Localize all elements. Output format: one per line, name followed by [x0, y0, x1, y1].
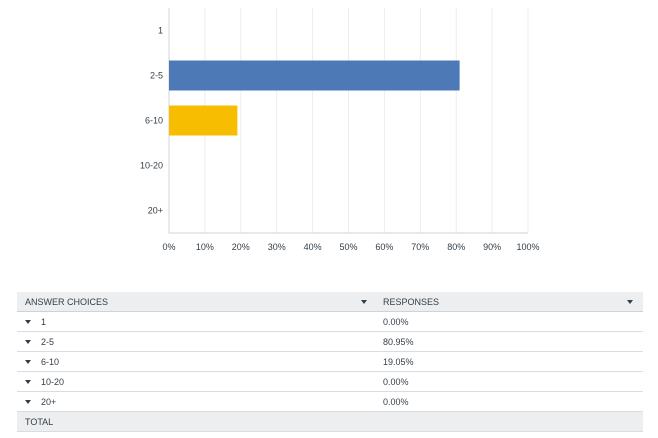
answer-choice-label: 2-5 — [41, 336, 55, 347]
expand-caret-icon[interactable] — [25, 400, 31, 405]
x-tick-label: 90% — [483, 242, 501, 252]
total-count: 21 — [641, 411, 643, 432]
y-tick-label: 10-20 — [140, 161, 163, 171]
y-tick-label: 2-5 — [150, 71, 163, 81]
chart-y-labels: 1 2-5 6-10 10-20 20+ — [140, 26, 163, 216]
answer-choice-label: 6-10 — [41, 356, 60, 367]
response-percent: 19.05% — [375, 351, 641, 372]
total-empty-cell — [375, 411, 641, 432]
answer-choice-cell: 10-20 — [17, 371, 375, 392]
x-tick-label: 30% — [268, 242, 286, 252]
answer-choice-label: 20+ — [41, 396, 57, 407]
answer-choice-cell: 6-10 — [17, 351, 375, 372]
answer-choices-header[interactable]: ANSWER CHOICES — [17, 292, 375, 312]
response-count: 17 — [641, 331, 643, 352]
response-count: 4 — [641, 351, 643, 372]
total-row: TOTAL 21 — [17, 411, 643, 432]
table-row: 6-10 19.05%4 — [17, 351, 643, 372]
x-tick-label: 100% — [516, 242, 539, 252]
count-header — [641, 292, 643, 312]
responses-table: ANSWER CHOICES RESPONSES 10.00%02-580.95… — [17, 292, 643, 432]
x-tick-label: 40% — [304, 242, 322, 252]
x-tick-label: 0% — [162, 242, 175, 252]
response-count: 0 — [641, 371, 643, 392]
x-tick-label: 80% — [447, 242, 465, 252]
response-count: 0 — [641, 311, 643, 332]
responses-header[interactable]: RESPONSES — [375, 292, 641, 312]
chart-grid — [168, 8, 529, 234]
x-tick-label: 10% — [196, 242, 214, 252]
x-tick-label: 60% — [375, 242, 393, 252]
expand-caret-icon[interactable] — [25, 340, 31, 345]
answer-choice-cell: 20+ — [17, 391, 375, 412]
response-percent: 0.00% — [375, 371, 641, 392]
response-percent: 80.95% — [375, 331, 641, 352]
bar — [169, 60, 460, 91]
response-percent: 0.00% — [375, 391, 641, 412]
answer-choice-label: 10-20 — [41, 376, 65, 387]
total-label: TOTAL — [17, 411, 375, 432]
table-row: 20+ 0.00%0 — [17, 391, 643, 412]
table-header-row: ANSWER CHOICES RESPONSES — [17, 292, 643, 312]
answer-choice-label: 1 — [41, 316, 47, 327]
expand-caret-icon[interactable] — [25, 380, 31, 385]
y-tick-label: 6-10 — [145, 116, 163, 126]
expand-caret-icon[interactable] — [25, 360, 31, 365]
x-tick-label: 20% — [232, 242, 250, 252]
answer-choices-header-label: ANSWER CHOICES — [25, 296, 109, 307]
expand-caret-icon[interactable] — [25, 320, 31, 325]
x-tick-label: 70% — [411, 242, 429, 252]
answer-choice-cell: 2-5 — [17, 331, 375, 352]
table-row: 2-5 80.95%17 — [17, 331, 643, 352]
answer-choice-cell: 1 — [17, 311, 375, 332]
bar-chart: 1 2-5 6-10 10-20 20+ 0% 10% 20% 30% 40% 50% 60% 70%… — [140, 8, 540, 252]
table-row: 10-20 0.00%0 — [17, 371, 643, 392]
sort-caret-icon[interactable] — [627, 299, 633, 304]
response-percent: 0.00% — [375, 311, 641, 332]
table-row: 1 0.00%0 — [17, 311, 643, 332]
chart-bars — [169, 60, 460, 136]
x-tick-label: 50% — [339, 242, 357, 252]
bar — [169, 105, 238, 136]
sort-caret-icon[interactable] — [361, 299, 367, 304]
y-tick-label: 20+ — [148, 206, 163, 216]
responses-header-label: RESPONSES — [383, 296, 440, 307]
y-tick-label: 1 — [158, 26, 163, 36]
chart-x-labels: 0% 10% 20% 30% 40% 50% 60% 70% 80% 90% 100% — [162, 242, 539, 252]
response-count: 0 — [641, 391, 643, 412]
